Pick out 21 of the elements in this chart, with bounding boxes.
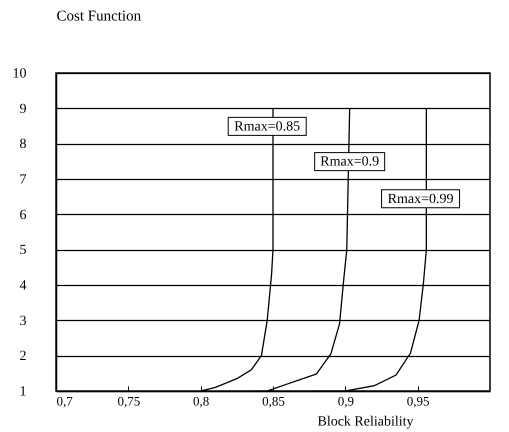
annotation: Rmax=0.9: [320, 154, 380, 170]
y-tick-label: 7: [20, 172, 26, 188]
x-tick-label: 0,95: [406, 394, 430, 408]
y-tick-label: 3: [20, 314, 26, 329]
y-tick-label: 5: [20, 243, 26, 258]
annotation: Rmax=0.85: [234, 119, 300, 134]
y-tick-label: 1: [20, 384, 26, 400]
annotation: Rmax=0.99: [388, 192, 454, 207]
y-tick-label: 10: [12, 66, 26, 82]
y-tick-label: 4: [20, 278, 26, 294]
y-tick-label: 2: [20, 349, 26, 364]
y-tick-label: 8: [20, 137, 26, 152]
y-axis-title: Cost Function: [56, 8, 142, 24]
y-tick-label: 6: [20, 208, 26, 223]
y-tick-label: 9: [20, 102, 26, 117]
x-tick-label: 0,7: [56, 394, 74, 408]
x-axis-title: Block Reliability: [317, 414, 414, 430]
x-tick-label: 0,85: [262, 394, 285, 408]
x-tick-label: 0,9: [338, 394, 354, 408]
x-tick-label: 0,75: [117, 394, 140, 408]
x-tick-label: 0,8: [193, 394, 210, 408]
